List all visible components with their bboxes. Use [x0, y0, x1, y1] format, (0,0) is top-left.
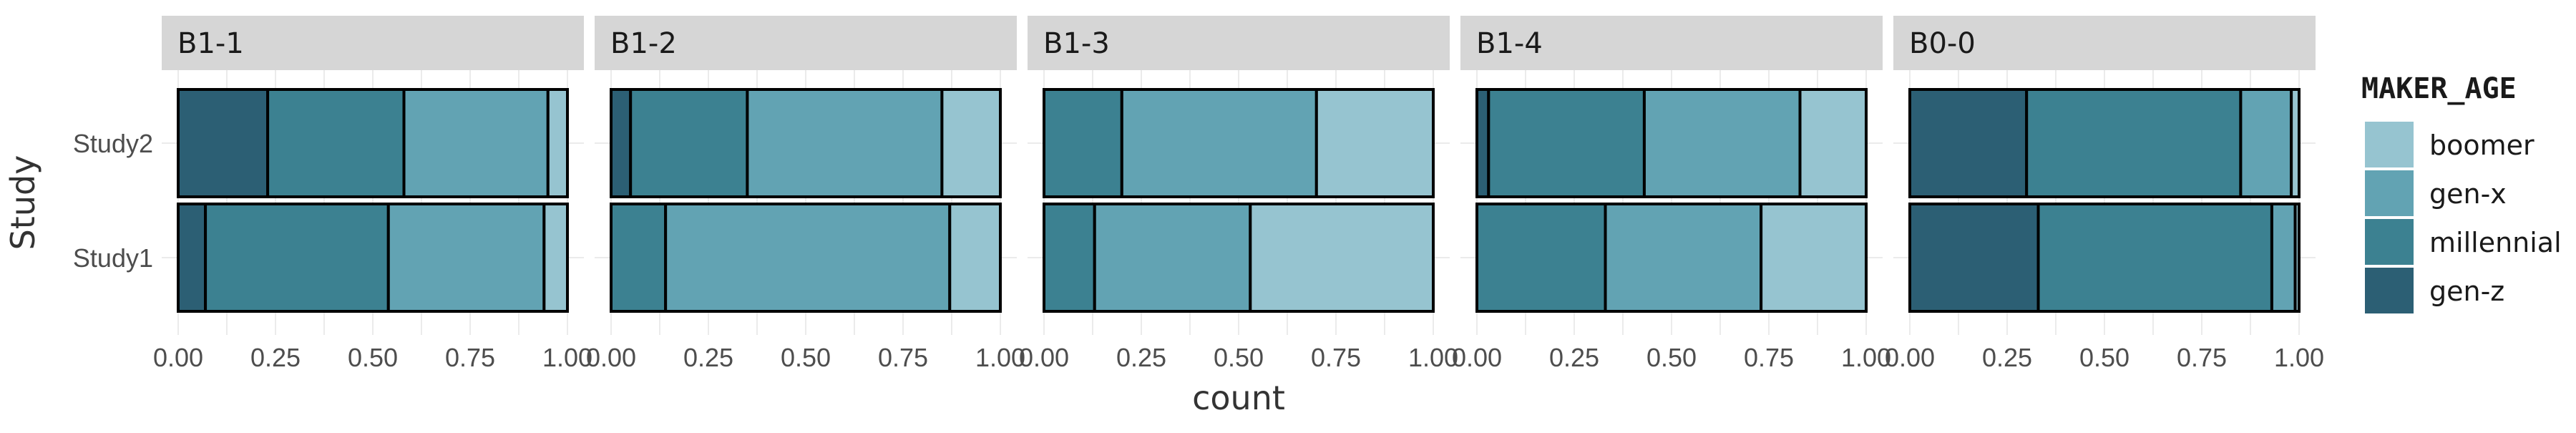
x-tick-label: 0.00 — [1452, 343, 1502, 372]
x-tick-label: 0.75 — [878, 343, 928, 372]
facet-strip-label: B1-2 — [610, 27, 677, 60]
bar-segment-gen-x — [1604, 203, 1763, 313]
bar-segment-gen-x — [746, 88, 944, 198]
facet-strip-label: B1-1 — [177, 27, 244, 60]
bar-segment-boomer — [546, 88, 569, 198]
bar-segment-gen-x — [386, 203, 546, 313]
x-tick-label: 0.50 — [781, 343, 831, 372]
bar-segment-gen-z — [1908, 88, 2029, 198]
facet-strip — [595, 16, 1017, 70]
bar-segment-gen-x — [664, 203, 952, 313]
bar-segment-boomer — [948, 203, 1002, 313]
x-tick-label: 1.00 — [2274, 343, 2324, 372]
bar-segment-gen-x — [402, 88, 550, 198]
bar-segment-gen-x — [2239, 88, 2293, 198]
legend-swatch-gen-z — [2365, 268, 2414, 313]
facet-strip — [1893, 16, 2316, 70]
legend-title: MAKER_AGE — [2361, 72, 2517, 105]
x-tick-label: 0.50 — [1214, 343, 1264, 372]
bar-segment-boomer — [542, 203, 569, 313]
legend-swatch-millennial — [2365, 219, 2414, 265]
bar-segment-boomer — [2293, 203, 2301, 313]
x-tick-label: 0.00 — [153, 343, 203, 372]
x-tick-label: 0.50 — [1646, 343, 1697, 372]
bar-segment-gen-x — [1120, 88, 1318, 198]
y-axis-title: Study — [4, 155, 42, 250]
x-tick-label: 1.00 — [975, 343, 1025, 372]
facet-strip — [162, 16, 584, 70]
x-tick-label: 0.25 — [250, 343, 301, 372]
x-tick-label: 0.75 — [2177, 343, 2227, 372]
legend-label-boomer: boomer — [2429, 130, 2534, 161]
bar-segment-millennial — [1475, 203, 1607, 313]
bar-segment-boomer — [940, 88, 1002, 198]
legend-swatch-gen-x — [2365, 170, 2414, 216]
x-tick-label: 0.25 — [1549, 343, 1599, 372]
facet-strip-label: B0-0 — [1909, 27, 1976, 60]
y-tick-label: Study2 — [73, 129, 153, 158]
legend-label-millennial: millennial — [2429, 227, 2562, 258]
x-tick-label: 1.00 — [1408, 343, 1458, 372]
bar-segment-millennial — [1043, 88, 1123, 198]
x-tick-label: 0.75 — [1311, 343, 1361, 372]
bar-segment-millennial — [2036, 203, 2273, 313]
bar-segment-gen-z — [1908, 203, 2040, 313]
x-tick-label: 0.25 — [1982, 343, 2032, 372]
bar-segment-millennial — [610, 203, 668, 313]
x-tick-label: 0.25 — [1116, 343, 1166, 372]
bar-segment-gen-x — [1093, 203, 1252, 313]
bar-segment-millennial — [204, 203, 390, 313]
x-tick-label: 0.00 — [1019, 343, 1069, 372]
x-tick-label: 0.50 — [348, 343, 398, 372]
bar-segment-boomer — [2290, 88, 2301, 198]
bar-segment-boomer — [1314, 88, 1435, 198]
x-tick-label: 0.50 — [2079, 343, 2129, 372]
bar-segment-gen-z — [610, 88, 633, 198]
x-tick-label: 1.00 — [542, 343, 592, 372]
bar-segment-millennial — [1043, 203, 1096, 313]
x-tick-label: 0.00 — [1885, 343, 1935, 372]
x-tick-label: 1.00 — [1841, 343, 1891, 372]
legend-label-gen-x: gen-x — [2429, 178, 2507, 210]
x-tick-label: 0.75 — [445, 343, 495, 372]
facet-strip-label: B1-4 — [1476, 27, 1543, 60]
bar-segment-millennial — [629, 88, 749, 198]
bar-segment-gen-x — [2270, 203, 2297, 313]
bar-segment-millennial — [266, 88, 406, 198]
bar-segment-millennial — [2025, 88, 2243, 198]
bar-segment-boomer — [1249, 203, 1435, 313]
x-tick-label: 0.25 — [683, 343, 733, 372]
facet-strip-label: B1-3 — [1043, 27, 1110, 60]
bar-segment-gen-z — [177, 88, 270, 198]
bar-segment-gen-z — [1475, 88, 1491, 198]
facet-strip — [1028, 16, 1450, 70]
bar-segment-gen-x — [1642, 88, 1802, 198]
legend-swatch-boomer — [2365, 122, 2414, 167]
bar-segment-millennial — [1487, 88, 1646, 198]
bar-segment-boomer — [1798, 88, 1868, 198]
bar-segment-boomer — [1760, 203, 1868, 313]
legend-label-gen-z: gen-z — [2429, 276, 2504, 307]
x-axis-title: count — [1192, 379, 1285, 417]
x-tick-label: 0.00 — [586, 343, 636, 372]
x-tick-label: 0.75 — [1744, 343, 1794, 372]
bar-segment-gen-z — [177, 203, 208, 313]
y-tick-label: Study1 — [73, 243, 153, 273]
facet-strip — [1460, 16, 1883, 70]
